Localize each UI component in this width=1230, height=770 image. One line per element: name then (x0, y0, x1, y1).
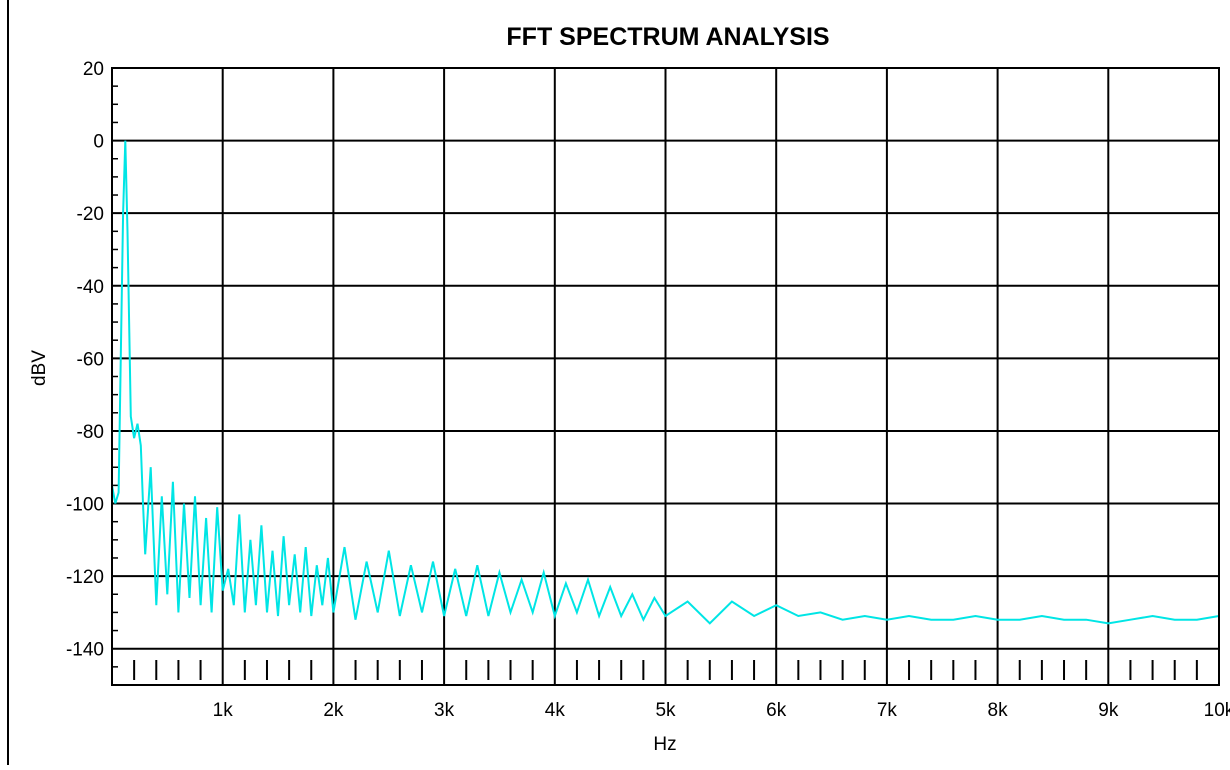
grid (112, 68, 1219, 685)
x-tick-label: 9k (1098, 700, 1119, 721)
x-tick-labels: 1k 2k 3k 4k 5k 6k 7k 8k 9k 10k (213, 700, 1230, 721)
x-tick-label: 8k (988, 700, 1009, 721)
y-tick-label: -80 (77, 422, 104, 443)
y-tick-label: -60 (77, 349, 104, 370)
x-tick-label: 6k (766, 700, 787, 721)
y-tick-label: -140 (66, 640, 104, 661)
y-tick-label: 0 (93, 132, 104, 153)
plot-border (111, 67, 1220, 686)
y-tick-label: -40 (77, 277, 104, 298)
x-axis-label: Hz (653, 734, 676, 755)
minor-ticks (112, 85, 1198, 680)
x-tick-label: 2k (323, 700, 344, 721)
chart-title: FFT SPECTRUM ANALYSIS (506, 23, 829, 51)
series-line (111, 140, 1220, 625)
y-tick-label: -120 (66, 567, 104, 588)
y-tick-labels: 20 0 -20 -40 -60 -80 -100 -120 -140 (66, 59, 104, 661)
x-tick-label: 4k (545, 700, 566, 721)
y-tick-label: 20 (83, 59, 104, 80)
x-tick-label: 3k (434, 700, 455, 721)
x-tick-label: 10k (1204, 700, 1230, 721)
x-tick-label: 5k (655, 700, 676, 721)
x-tick-label: 1k (213, 700, 234, 721)
y-axis-label: dBV (29, 350, 50, 386)
y-tick-label: -20 (77, 204, 104, 225)
y-tick-label: -100 (66, 495, 104, 516)
x-tick-label: 7k (877, 700, 898, 721)
